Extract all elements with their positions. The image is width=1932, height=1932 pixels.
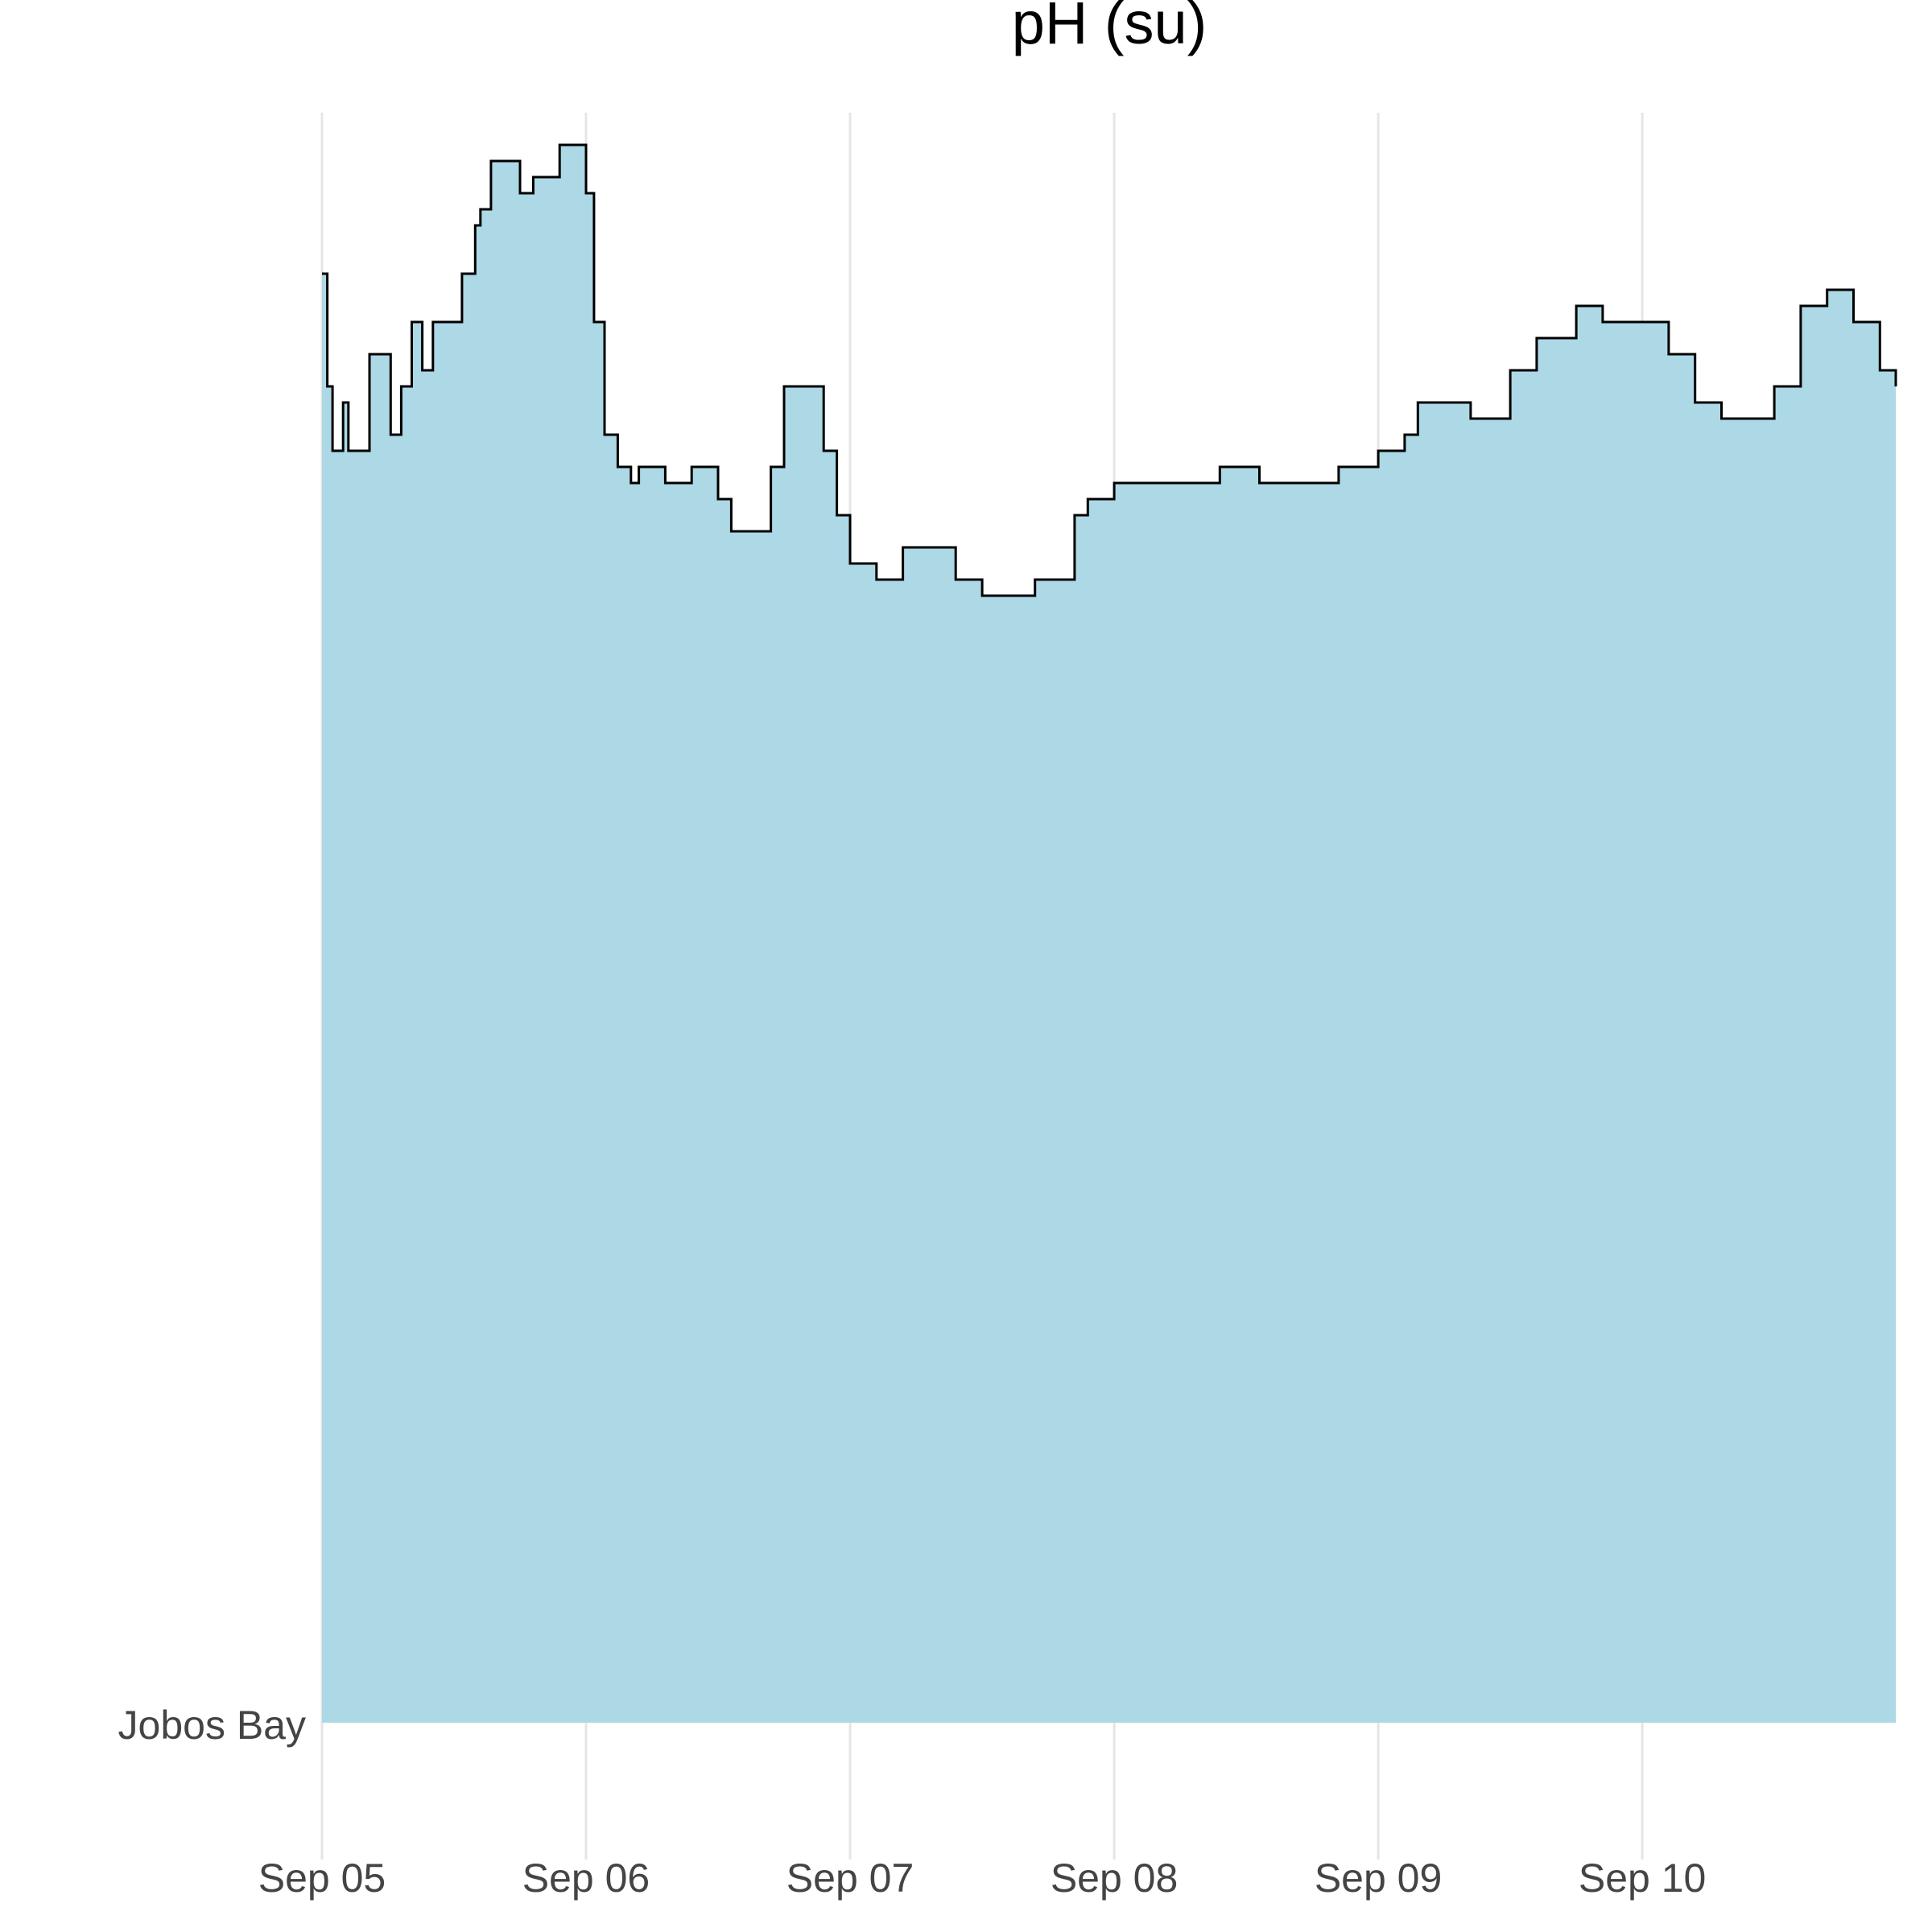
x-tick-label: Sep 10 xyxy=(1579,1856,1706,1901)
chart-title: pH (su) xyxy=(1012,0,1208,56)
category-label: Jobos Bay xyxy=(118,1703,306,1748)
x-tick-label: Sep 07 xyxy=(786,1856,914,1901)
x-tick-label: Sep 05 xyxy=(258,1856,386,1901)
ph-area-fill xyxy=(322,145,1896,1723)
ph-series-line xyxy=(322,143,1897,597)
x-tick-label: Sep 09 xyxy=(1315,1856,1442,1901)
x-axis-ticks: Sep 05 Sep 06 Sep 07 Sep 08 Sep 09 Sep 10 xyxy=(258,1856,1707,1901)
x-tick-label: Sep 08 xyxy=(1051,1856,1178,1901)
x-tick-label: Sep 06 xyxy=(522,1856,650,1901)
